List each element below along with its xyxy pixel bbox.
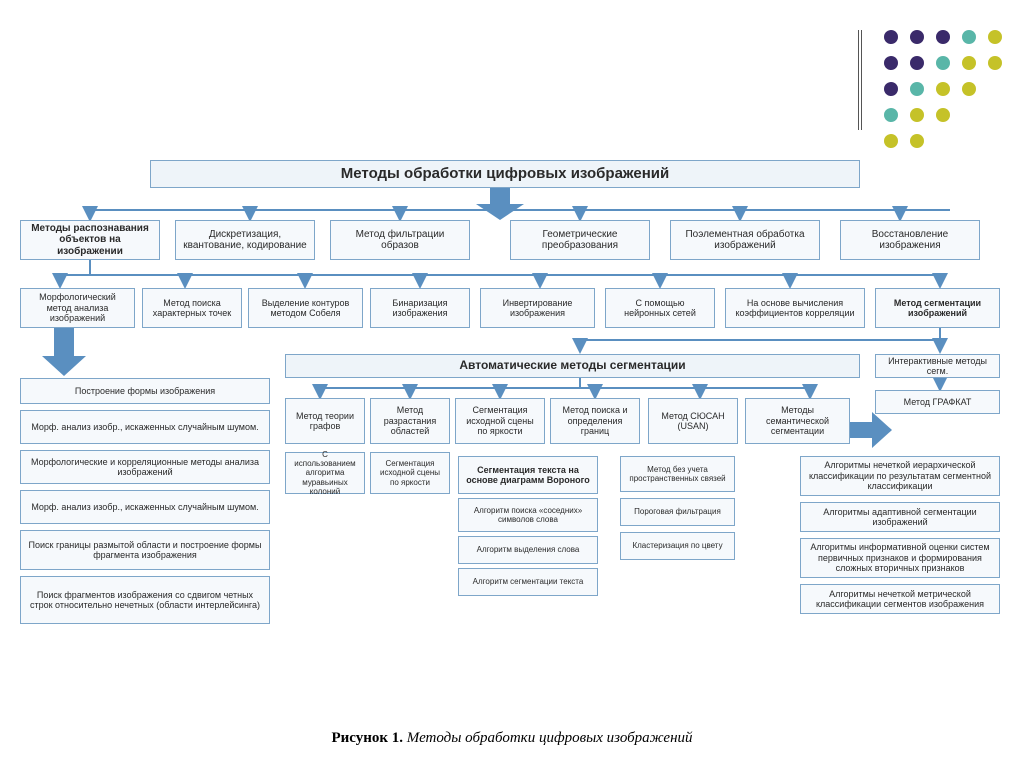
voronoi-i2: Алгоритм выделения слова	[458, 536, 598, 564]
left-stack-i1: Морф. анализ изобр., искаженных случайны…	[20, 410, 270, 444]
row1-b6: Восстановление изображения	[840, 220, 980, 260]
row2-b5: Инвертирование изображения	[480, 288, 595, 328]
figure-caption: Рисунок 1. Методы обработки цифровых изо…	[0, 730, 1024, 747]
center-r1-b2: Метод разрастания областей	[370, 398, 450, 444]
voronoi-header: Сегментация текста на основе диаграмм Во…	[458, 456, 598, 494]
center-r1-b1: Метод теории графов	[285, 398, 365, 444]
col4-i2: Пороговая фильтрация	[620, 498, 735, 526]
left-stack-i3: Морф. анализ изобр., искаженных случайны…	[20, 490, 270, 524]
row2-b3: Выделение контуров методом Собеля	[248, 288, 363, 328]
row1-b5: Поэлементная обработка изображений	[670, 220, 820, 260]
right-alg-3: Алгоритмы информативной оценки систем пе…	[800, 538, 1000, 578]
flowchart: Методы обработки цифровых изображений Ме…	[20, 160, 1004, 720]
diagram-title: Методы обработки цифровых изображений	[150, 160, 860, 188]
row1-b4: Геометрические преобразования	[510, 220, 650, 260]
right-alg-4: Алгоритмы нечеткой метрической классифик…	[800, 584, 1000, 614]
row1-b2: Дискретизация, квантование, кодирование	[175, 220, 315, 260]
interactive-seg: Интерактивные методы сегм.	[875, 354, 1000, 378]
center-r2-b2: Сегментация исходной сцены по яркости	[370, 452, 450, 494]
caption-num: Рисунок 1.	[331, 730, 403, 746]
voronoi-i3: Алгоритм сегментации текста	[458, 568, 598, 596]
left-stack-i5: Поиск фрагментов изображения со сдвигом …	[20, 576, 270, 624]
left-stack-header: Построение формы изображения	[20, 378, 270, 404]
caption-text: Методы обработки цифровых изображений	[403, 730, 693, 746]
grafkat: Метод ГРАФКАТ	[875, 390, 1000, 414]
right-alg-2: Алгоритмы адаптивной сегментации изображ…	[800, 502, 1000, 532]
row2-b1: Морфологический метод анализа изображени…	[20, 288, 135, 328]
col4-i3: Кластеризация по цвету	[620, 532, 735, 560]
col4-i1: Метод без учета пространственных связей	[620, 456, 735, 492]
side-line	[858, 30, 870, 130]
center-r1-b6: Методы семантической сегментации	[745, 398, 850, 444]
auto-seg-header: Автоматические методы сегментации	[285, 354, 860, 378]
center-r1-b4: Метод поиска и определения границ	[550, 398, 640, 444]
row2-b6: С помощью нейронных сетей	[605, 288, 715, 328]
center-r1-b3: Сегментация исходной сцены по яркости	[455, 398, 545, 444]
row1-b1: Методы распознавания объектов на изображ…	[20, 220, 160, 260]
row1-b3: Метод фильтрации образов	[330, 220, 470, 260]
center-r1-b5: Метод СЮСАН (USAN)	[648, 398, 738, 444]
row2-b2: Метод поиска характерных точек	[142, 288, 242, 328]
dot-grid	[884, 30, 1012, 158]
row2-b7: На основе вычисления коэффициентов корре…	[725, 288, 865, 328]
row2-b4: Бинаризация изображения	[370, 288, 470, 328]
center-r2-b1: С использованием алгоритма муравьиных ко…	[285, 452, 365, 494]
row2-b8: Метод сегментации изображений	[875, 288, 1000, 328]
right-alg-1: Алгоритмы нечеткой иерархической классиф…	[800, 456, 1000, 496]
left-stack-i2: Морфологические и корреляционные методы …	[20, 450, 270, 484]
voronoi-i1: Алгоритм поиска «соседних» символов слов…	[458, 498, 598, 532]
left-stack-i4: Поиск границы размытой области и построе…	[20, 530, 270, 570]
